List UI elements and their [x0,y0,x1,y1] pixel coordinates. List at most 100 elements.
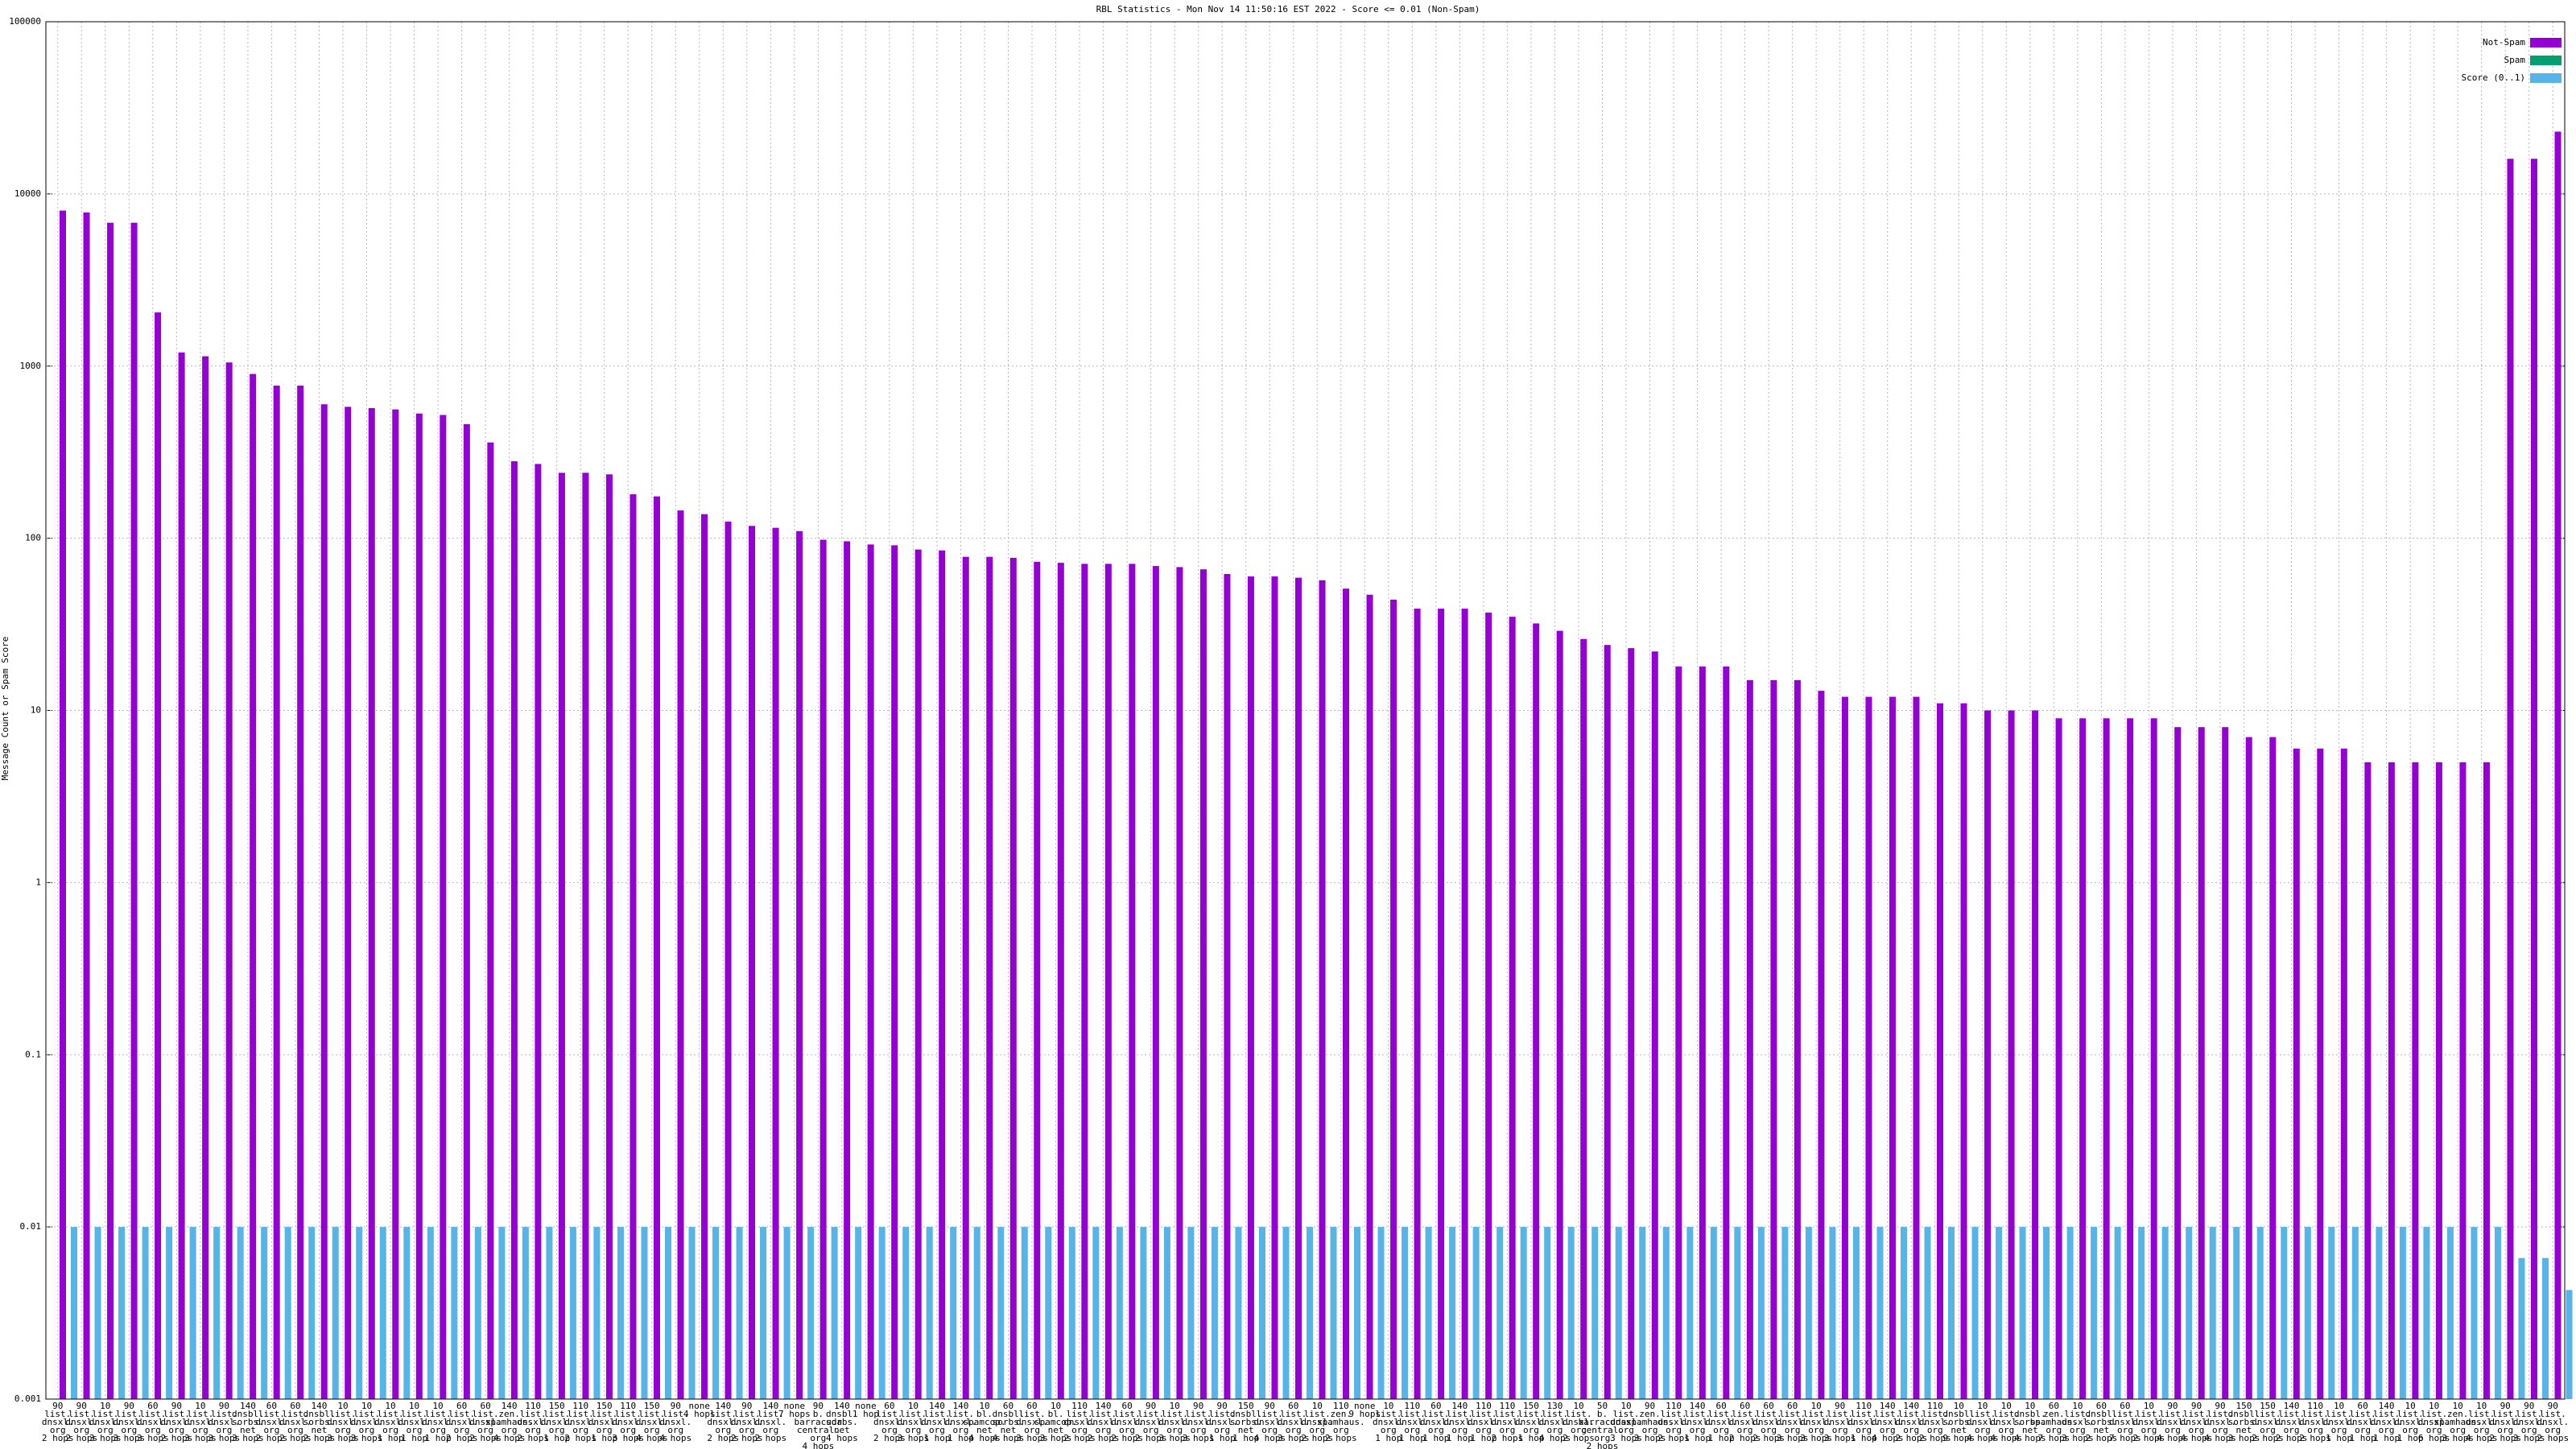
bar [902,1227,910,1399]
x-tick-label-line: 50 [1597,1401,1608,1411]
x-tick-label-line: org [1333,1425,1349,1435]
x-tick-label-line: 2 hops [1919,1433,1951,1443]
x-tick-label: 60 list. dnsxl. org 2 hops [279,1401,312,1443]
x-tick-label: 60 list. dnsxl. org 2 hops [446,1401,478,1443]
x-tick-label-line: 4 hops [636,1433,668,1443]
bar [867,544,874,1399]
x-tick-label-line: 7 hops [778,1409,811,1419]
x-tick-label-line: sorbs. [1230,1417,1262,1427]
x-tick-label-line: list. [2159,1409,2186,1419]
x-tick-label-line: org [881,1425,898,1435]
x-tick-label-line: list. [139,1409,166,1419]
x-tick-label-line: 3 hops [898,1433,930,1443]
x-tick-label-line: list. [353,1409,380,1419]
x-tick-label-line: 3 hops [1777,1433,1809,1443]
x-tick-label: 90 list. dnsxl. org 3 hops [1183,1401,1215,1443]
x-tick-label-line: net [240,1425,256,1435]
x-tick-label-line: list. [1494,1409,1521,1419]
x-tick-label-line: 10 [385,1401,395,1411]
x-tick-label-line: org [1761,1425,1777,1435]
x-tick-label: 10 list. dnsxl. org 3 hops [351,1401,383,1443]
bar [1057,563,1064,1400]
bar [2043,1227,2050,1399]
x-tick-label-line: 1 hop [2350,1433,2376,1443]
x-tick-label: 60 list. dnsxl. org 1 hop [2347,1401,2379,1443]
x-tick-label-line: 60 [290,1401,300,1411]
x-tick-label-line: 60 [456,1401,467,1411]
x-tick-label-line: list. [1874,1409,1901,1419]
x-tick-label-line: dnsxl. [898,1417,930,1427]
bar [2079,718,2087,1399]
x-tick-label-line: 2 hops [2489,1433,2521,1443]
x-tick-label-line: 2 hops [1325,1433,1357,1443]
bar [213,1227,221,1399]
bar [796,530,803,1399]
x-tick-label: 10 bl. spamcop. net 4 hops [964,1401,1006,1443]
x-tick-label-line: org [1690,1425,1706,1435]
x-tick-label-line: list. [900,1409,927,1419]
x-tick-label-line: 10 [409,1401,419,1411]
x-tick-label: 110 list. dnsxl. org 2 hops [2299,1401,2331,1443]
x-tick-label-line: dnsxl. [2466,1417,2498,1427]
bar [1533,623,1540,1399]
x-tick-label-line: net [2236,1425,2252,1435]
x-tick-label-line: 4 hops [2466,1433,2498,1443]
x-tick-label-line: org [1571,1425,1587,1435]
x-tick-label-line: 3 hops [351,1433,383,1443]
x-tick-label-line: 3 hops [1634,1433,1666,1443]
bar [1699,666,1706,1399]
bar [1651,651,1658,1399]
x-tick-label-line: 1 hop [401,1433,427,1443]
x-tick-label-line: list. [448,1409,475,1419]
x-tick-label: 60 dnsbl. sorbs. net 2 hops [2086,1401,2118,1443]
x-tick-label: 140 list. dnsxl. org 1 hop [1682,1401,1714,1443]
x-tick-label: 60 list. dnsxl. org 2 hops [1752,1401,1785,1443]
y-tick-label: 10 [31,705,41,716]
x-tick-label: 10 list. dnsxl. org 3 hops [89,1401,122,1443]
x-tick-label-line: list. [710,1409,737,1419]
x-tick-label-line: 10 [361,1401,372,1411]
x-tick-label-line: central. [797,1425,840,1435]
x-tick-label-line: dnsxl. [612,1417,644,1427]
x-tick-label-line: org [50,1425,66,1435]
bar [1781,1227,1789,1399]
bar [569,1227,576,1399]
x-tick-label-line: org [2117,1425,2133,1435]
bar [2328,1227,2335,1399]
bar [1199,569,1207,1400]
legend-label: Spam [2504,55,2526,65]
x-tick-label-line: list. [2207,1409,2233,1419]
x-tick-label-line: list. [1969,1409,1996,1419]
x-tick-label-line: 90 [2167,1401,2178,1411]
x-tick-label-line: 90 [2500,1401,2511,1411]
x-tick-label-line: zen. [2043,1409,2065,1419]
x-tick-label: 60 list. dnsxl. org 2 hops [1729,1401,1761,1443]
x-tick-label-line: dnsxl. [636,1417,668,1427]
bar [1805,1227,1812,1399]
x-tick-label-line: net [2093,1425,2109,1435]
x-tick-label-line: list. [1162,1409,1188,1419]
bar [1710,1227,1717,1399]
bar [118,1227,126,1399]
x-tick-label-line: none [689,1401,711,1411]
bar [1496,1227,1504,1399]
x-tick-label: 110 list. dnsxl. org 2 hops [564,1401,597,1443]
x-tick-label-line: 6 hops [2418,1433,2450,1443]
x-tick-label-line: 3 hops [1158,1433,1191,1443]
x-tick-label-line: org [929,1425,945,1435]
bar [356,1227,363,1399]
x-tick-label: 110 list. dnsxl. org 2 hops [1919,1401,1951,1443]
x-tick-label-line: dnsxl. [1872,1417,1904,1427]
bar [2198,727,2205,1399]
bar [688,1227,696,1399]
x-tick-label-line: 90 [813,1401,824,1411]
x-tick-label: 140 list. dnsxl. org 1 hop [921,1401,953,1443]
x-tick-label-line: 10 [1954,1401,1964,1411]
x-tick-label: 140 list. dnsxl. org 2 hops [2276,1401,2308,1443]
bar [2269,737,2277,1399]
x-tick-label: 60 list. dnsxl. org 2 hops [1111,1401,1143,1443]
bar [225,362,233,1399]
x-tick-label-line: 3 hops [327,1433,359,1443]
x-tick-label-line: 150 [597,1401,613,1411]
x-tick-label-line: list. [1922,1409,1948,1419]
